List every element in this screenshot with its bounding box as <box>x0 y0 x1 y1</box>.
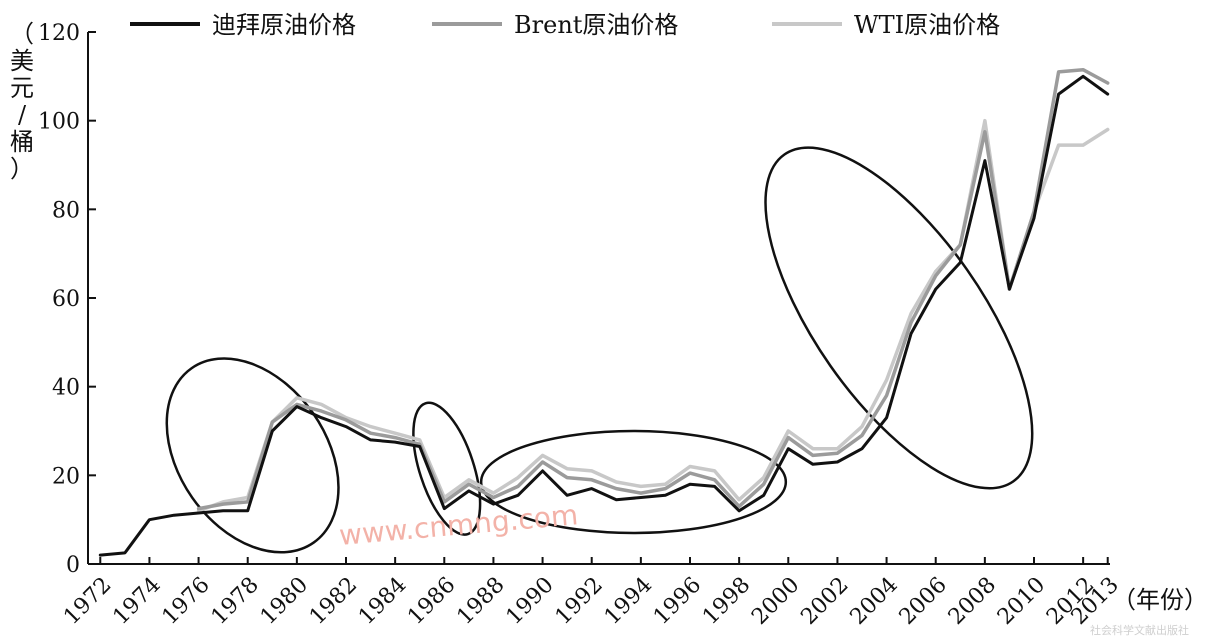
y-tick-label: 100 <box>38 110 80 135</box>
x-tick-label: 1972 <box>59 573 116 630</box>
x-tick-label: 1982 <box>305 573 362 630</box>
legend-label: Brent原油价格 <box>514 11 678 39</box>
y-axis-title: （美元/桶） <box>10 20 34 183</box>
x-tick-label: 2006 <box>895 573 952 630</box>
y-tick-label: 120 <box>38 21 80 46</box>
x-tick-label: 2002 <box>796 573 853 630</box>
x-tick-label: 1996 <box>649 573 706 630</box>
y-tick-label: 40 <box>52 376 80 401</box>
x-ticks: 1972197419761978198019821984198619881990… <box>59 557 1124 630</box>
y-tick-label: 60 <box>52 287 80 312</box>
x-tick-label: 1988 <box>452 573 509 630</box>
x-axis-title: （年份） <box>1112 586 1208 614</box>
series-lines <box>98 67 1110 557</box>
highlight-ellipse <box>412 401 482 536</box>
y-tick-label: 80 <box>52 198 80 223</box>
highlight-ellipse <box>764 146 1034 490</box>
x-tick-label: 1980 <box>256 573 313 630</box>
x-tick-label: 2010 <box>993 573 1050 630</box>
x-tick-label: 1984 <box>354 573 411 630</box>
y-tick-label: 0 <box>66 553 80 578</box>
corner-text: 社会科学文献出版社 <box>1090 623 1189 637</box>
x-tick-label: 1998 <box>698 573 755 630</box>
x-tick-label: 1976 <box>158 573 215 630</box>
legend-label: 迪拜原油价格 <box>212 11 356 39</box>
series-line-1 <box>98 74 1110 557</box>
watermark: www.cnmng.com <box>338 498 580 552</box>
y-tick-label: 20 <box>52 464 80 489</box>
highlight-ellipse <box>165 357 340 554</box>
highlight-ellipse <box>479 429 788 535</box>
series-line-3 <box>196 118 1110 513</box>
highlight-ellipses <box>165 146 1034 554</box>
x-tick-label: 1978 <box>207 573 264 630</box>
y-ticks: 0 20 40 60 80 100 120 <box>38 21 96 578</box>
x-tick-label: 2008 <box>944 573 1001 630</box>
series-line-2 <box>196 67 1110 511</box>
x-tick-label: 1994 <box>600 573 657 630</box>
x-tick-label: 1986 <box>403 573 460 630</box>
legend-label: WTI原油价格 <box>854 11 1000 39</box>
legend: 迪拜原油价格 Brent原油价格 WTI原油价格 <box>130 11 1000 39</box>
x-tick-label: 1992 <box>551 573 608 630</box>
x-tick-label: 2004 <box>846 573 903 630</box>
x-tick-label: 1990 <box>502 573 559 630</box>
x-tick-label: 1974 <box>108 573 165 630</box>
x-tick-label: 2000 <box>747 573 804 630</box>
